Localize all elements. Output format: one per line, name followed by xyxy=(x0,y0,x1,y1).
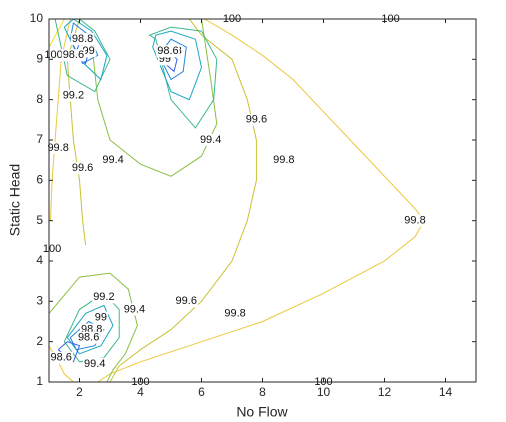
contour-label-bg xyxy=(83,357,107,370)
x-tick-label: 2 xyxy=(76,385,83,399)
contour-label: 99.6 xyxy=(176,295,197,307)
contour-label: 99.8 xyxy=(273,154,294,166)
contour-label-bg xyxy=(61,89,86,102)
y-tick-label: 5 xyxy=(36,213,43,227)
contour-label-bg xyxy=(223,307,247,320)
contour-label: 98.6 xyxy=(157,45,178,57)
contour-label-bg xyxy=(70,33,95,46)
contour-label: 99.4 xyxy=(84,358,105,370)
y-tick-label: 10 xyxy=(30,11,44,25)
x-tick-label: 12 xyxy=(378,385,392,399)
contour-line xyxy=(49,19,476,382)
x-tick-label: 4 xyxy=(137,385,144,399)
contour-label: 99.8 xyxy=(47,142,68,154)
contour-label: 99.2 xyxy=(63,90,84,102)
y-tick-label: 9 xyxy=(36,52,43,66)
contour-label: 99 xyxy=(83,45,95,57)
contour-label-bg xyxy=(101,154,125,167)
contour-label-bg xyxy=(174,295,198,308)
contour-label: 99.8 xyxy=(224,307,245,319)
contour-label-bg xyxy=(244,113,269,126)
x-tick-label: 8 xyxy=(259,385,266,399)
y-axis-label: Static Head xyxy=(7,164,23,236)
y-tick-label: 4 xyxy=(36,253,43,267)
y-tick-label: 2 xyxy=(36,334,43,348)
contour-label: 98.8 xyxy=(72,33,93,45)
contour-label: 99.4 xyxy=(200,134,221,146)
contour-label: 99.8 xyxy=(404,215,425,227)
contour-label: 100 xyxy=(43,243,61,255)
plot-area xyxy=(49,19,476,382)
contour-label-bg xyxy=(76,331,101,344)
contour-label-bg xyxy=(198,134,223,146)
contour-label: 99.4 xyxy=(124,303,145,315)
x-tick-label: 10 xyxy=(317,385,331,399)
y-tick-label: 8 xyxy=(36,92,43,106)
contour-label: 100 xyxy=(44,49,62,61)
y-tick-label: 6 xyxy=(36,173,43,187)
x-axis-label: No Flow xyxy=(236,404,288,420)
contour-label-bg xyxy=(156,45,180,58)
contour-label: 99.6 xyxy=(246,114,267,126)
contour-label: 99.6 xyxy=(72,162,93,174)
y-tick-label: 1 xyxy=(36,374,43,388)
contour-label: 98.6 xyxy=(63,49,84,61)
contour-label-bg xyxy=(93,311,108,324)
y-tick-label: 3 xyxy=(36,294,43,308)
contour-label: 99.2 xyxy=(93,291,114,303)
contour-label-bg xyxy=(61,49,86,62)
contour-label: 98.6 xyxy=(78,332,99,344)
contour-label-bg xyxy=(157,53,173,66)
contour-label-bg xyxy=(49,351,73,364)
y-tick-label: 7 xyxy=(36,132,43,146)
contour-label-bg xyxy=(92,291,116,304)
x-tick-label: 14 xyxy=(439,385,453,399)
x-tick-label: 6 xyxy=(198,385,205,399)
contour-label-bg xyxy=(46,142,70,155)
contour-label-bg xyxy=(43,49,64,62)
contour-label-bg xyxy=(122,303,147,316)
contour-label: 99 xyxy=(95,311,107,323)
contour-label-bg xyxy=(272,154,296,167)
contour-label-bg xyxy=(403,214,427,227)
contour-label-bg xyxy=(41,242,63,255)
contour-label: 99.4 xyxy=(102,154,123,166)
contour-label-bg xyxy=(70,162,95,175)
contour-label: 98.6 xyxy=(50,352,71,364)
contour-label: 99 xyxy=(159,53,171,65)
